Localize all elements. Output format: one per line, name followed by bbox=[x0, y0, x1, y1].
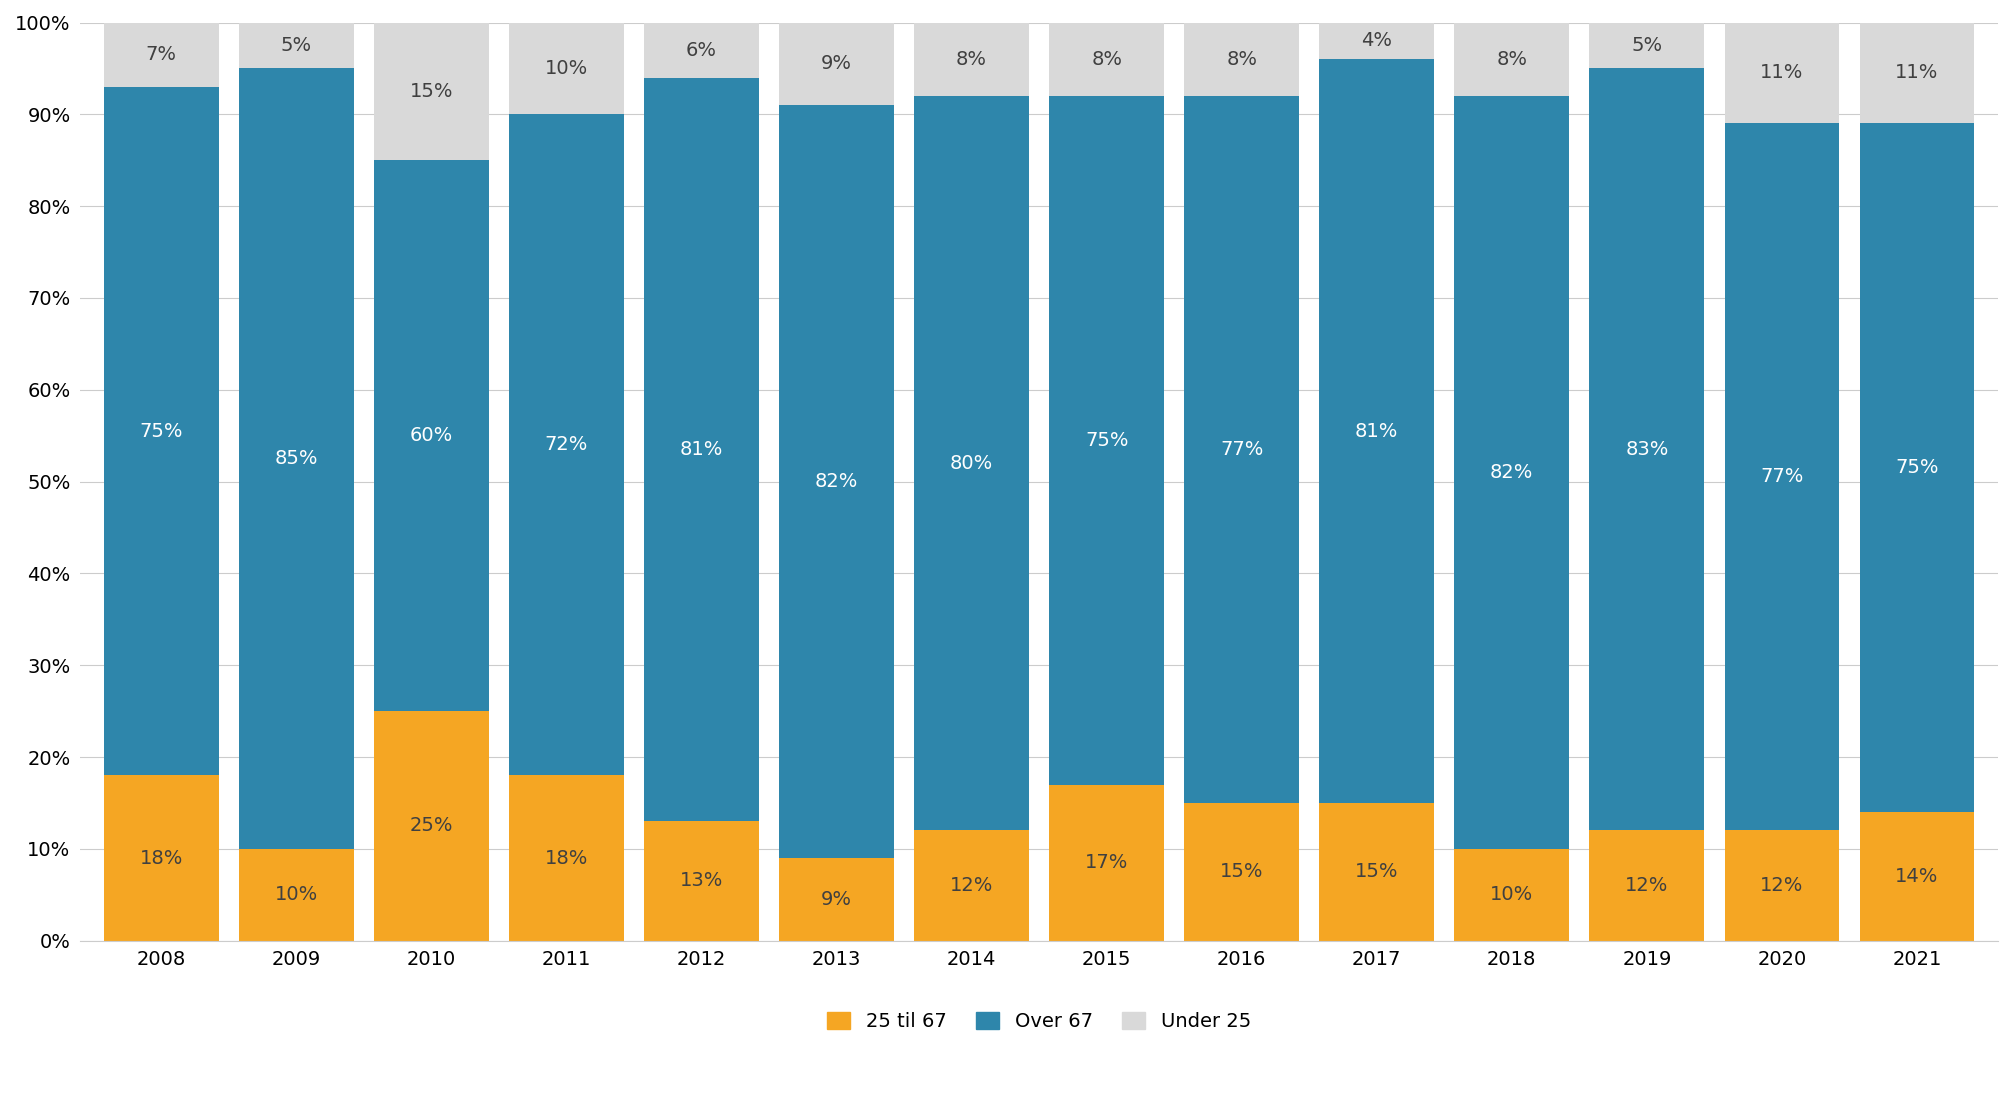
Bar bbox=[105, 776, 219, 941]
Text: 8%: 8% bbox=[1091, 50, 1121, 69]
Text: 12%: 12% bbox=[950, 876, 992, 895]
Text: 77%: 77% bbox=[1220, 440, 1264, 459]
Text: 8%: 8% bbox=[1496, 50, 1528, 69]
Text: 77%: 77% bbox=[1759, 468, 1804, 487]
Text: 11%: 11% bbox=[1896, 64, 1939, 83]
Bar bbox=[1590, 22, 1705, 68]
Text: 9%: 9% bbox=[821, 55, 851, 74]
Text: 9%: 9% bbox=[821, 889, 851, 908]
Bar bbox=[1319, 22, 1433, 59]
Text: 5%: 5% bbox=[280, 36, 312, 55]
Bar bbox=[1860, 812, 1975, 941]
Text: 81%: 81% bbox=[680, 440, 723, 459]
Bar bbox=[105, 87, 219, 776]
Bar bbox=[1590, 68, 1705, 830]
Bar bbox=[1319, 802, 1433, 941]
Bar bbox=[1725, 830, 1840, 941]
Text: 5%: 5% bbox=[1631, 36, 1663, 55]
Bar bbox=[374, 711, 489, 941]
Text: 6%: 6% bbox=[686, 40, 717, 59]
Bar bbox=[1319, 59, 1433, 802]
Text: 82%: 82% bbox=[1490, 463, 1534, 482]
Text: 25%: 25% bbox=[409, 817, 453, 836]
Bar bbox=[105, 22, 219, 87]
Bar bbox=[779, 858, 894, 941]
Text: 15%: 15% bbox=[409, 81, 453, 100]
Bar bbox=[1725, 22, 1840, 124]
Bar bbox=[1455, 22, 1570, 96]
Text: 83%: 83% bbox=[1624, 440, 1669, 459]
Text: 80%: 80% bbox=[950, 454, 992, 473]
Text: 12%: 12% bbox=[1624, 876, 1669, 895]
Bar bbox=[240, 68, 354, 849]
Bar bbox=[644, 821, 759, 941]
Bar bbox=[1455, 849, 1570, 941]
Bar bbox=[240, 22, 354, 68]
Bar bbox=[1049, 785, 1164, 941]
Text: 7%: 7% bbox=[145, 45, 177, 64]
Text: 15%: 15% bbox=[1220, 863, 1264, 882]
Bar bbox=[374, 22, 489, 161]
Text: 18%: 18% bbox=[139, 848, 183, 867]
Text: 60%: 60% bbox=[411, 426, 453, 445]
Bar bbox=[240, 849, 354, 941]
Text: 75%: 75% bbox=[139, 422, 183, 441]
Text: 14%: 14% bbox=[1896, 867, 1939, 886]
Text: 10%: 10% bbox=[274, 885, 318, 904]
Legend: 25 til 67, Over 67, Under 25: 25 til 67, Over 67, Under 25 bbox=[817, 1002, 1260, 1041]
Bar bbox=[1049, 22, 1164, 96]
Text: 13%: 13% bbox=[680, 872, 723, 891]
Bar bbox=[644, 22, 759, 78]
Text: 10%: 10% bbox=[1490, 885, 1534, 904]
Text: 72%: 72% bbox=[546, 435, 588, 454]
Bar bbox=[1455, 96, 1570, 849]
Text: 17%: 17% bbox=[1085, 853, 1129, 872]
Bar bbox=[509, 114, 624, 776]
Text: 18%: 18% bbox=[546, 848, 588, 867]
Bar bbox=[1725, 124, 1840, 830]
Text: 10%: 10% bbox=[546, 59, 588, 78]
Bar bbox=[1860, 124, 1975, 812]
Bar bbox=[509, 22, 624, 114]
Text: 85%: 85% bbox=[274, 449, 318, 468]
Text: 81%: 81% bbox=[1355, 422, 1399, 441]
Text: 12%: 12% bbox=[1759, 876, 1804, 895]
Bar bbox=[644, 78, 759, 821]
Text: 8%: 8% bbox=[1226, 50, 1258, 69]
Bar bbox=[509, 776, 624, 941]
Text: 82%: 82% bbox=[815, 472, 858, 491]
Bar bbox=[914, 830, 1029, 941]
Bar bbox=[1049, 96, 1164, 785]
Bar bbox=[914, 22, 1029, 96]
Bar bbox=[914, 96, 1029, 830]
Bar bbox=[1860, 22, 1975, 124]
Bar bbox=[1590, 830, 1705, 941]
Text: 8%: 8% bbox=[956, 50, 986, 69]
Bar bbox=[1184, 96, 1298, 802]
Text: 75%: 75% bbox=[1085, 431, 1129, 450]
Bar bbox=[779, 22, 894, 105]
Bar bbox=[1184, 22, 1298, 96]
Bar bbox=[779, 105, 894, 858]
Text: 11%: 11% bbox=[1759, 64, 1804, 83]
Bar bbox=[374, 161, 489, 711]
Bar bbox=[1184, 802, 1298, 941]
Text: 15%: 15% bbox=[1355, 863, 1399, 882]
Text: 4%: 4% bbox=[1361, 31, 1393, 50]
Text: 75%: 75% bbox=[1894, 459, 1939, 478]
